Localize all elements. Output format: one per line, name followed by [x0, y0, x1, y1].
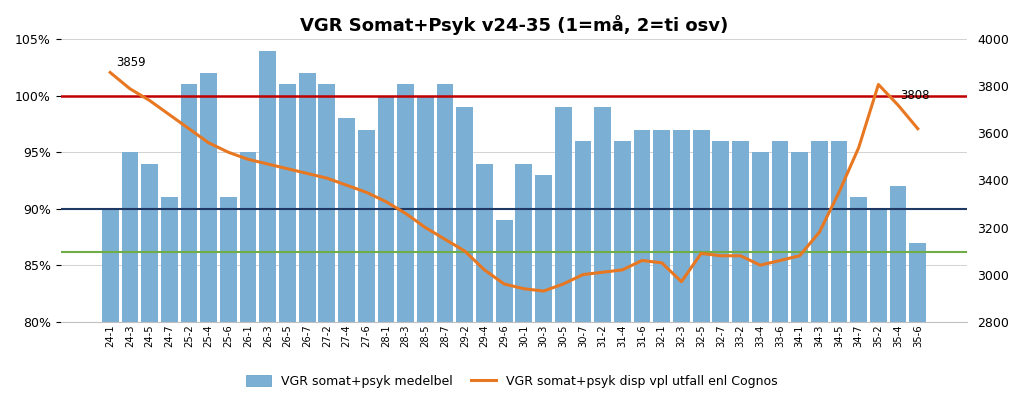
Bar: [457, 107, 473, 398]
VGR somat+psyk disp vpl utfall enl Cognos: [853, 145, 865, 150]
Bar: [318, 84, 335, 398]
Text: 3808: 3808: [900, 89, 930, 101]
VGR somat+psyk disp vpl utfall enl Cognos: [774, 258, 786, 263]
VGR somat+psyk disp vpl utfall enl Cognos: [478, 267, 490, 272]
Bar: [101, 209, 119, 398]
VGR somat+psyk disp vpl utfall enl Cognos: [734, 254, 746, 258]
VGR somat+psyk disp vpl utfall enl Cognos: [360, 190, 373, 195]
Bar: [496, 220, 513, 398]
VGR somat+psyk disp vpl utfall enl Cognos: [301, 171, 313, 176]
VGR somat+psyk disp vpl utfall enl Cognos: [242, 157, 254, 162]
Bar: [280, 84, 296, 398]
Bar: [161, 197, 177, 398]
Bar: [180, 84, 198, 398]
Bar: [909, 243, 926, 398]
VGR somat+psyk disp vpl utfall enl Cognos: [163, 112, 175, 117]
VGR somat+psyk disp vpl utfall enl Cognos: [911, 126, 924, 131]
VGR somat+psyk disp vpl utfall enl Cognos: [715, 254, 727, 258]
Bar: [220, 197, 237, 398]
Bar: [614, 141, 631, 398]
Bar: [555, 107, 571, 398]
Bar: [358, 130, 375, 398]
VGR somat+psyk disp vpl utfall enl Cognos: [282, 166, 294, 171]
VGR somat+psyk disp vpl utfall enl Cognos: [340, 183, 352, 187]
VGR somat+psyk disp vpl utfall enl Cognos: [675, 279, 687, 284]
Text: 3859: 3859: [116, 56, 145, 69]
Bar: [673, 130, 690, 398]
VGR somat+psyk disp vpl utfall enl Cognos: [597, 270, 609, 275]
VGR somat+psyk disp vpl utfall enl Cognos: [183, 126, 196, 131]
VGR somat+psyk disp vpl utfall enl Cognos: [518, 286, 530, 291]
Bar: [436, 84, 454, 398]
Bar: [634, 130, 650, 398]
Bar: [811, 141, 827, 398]
VGR somat+psyk disp vpl utfall enl Cognos: [794, 254, 806, 258]
Bar: [693, 130, 710, 398]
Bar: [417, 96, 434, 398]
Bar: [574, 141, 591, 398]
Legend: VGR somat+psyk medelbel, VGR somat+psyk disp vpl utfall enl Cognos: VGR somat+psyk medelbel, VGR somat+psyk …: [243, 371, 781, 392]
VGR somat+psyk disp vpl utfall enl Cognos: [636, 258, 648, 263]
Bar: [830, 141, 848, 398]
Bar: [732, 141, 749, 398]
Bar: [890, 186, 906, 398]
Bar: [476, 164, 493, 398]
VGR somat+psyk disp vpl utfall enl Cognos: [143, 98, 156, 103]
VGR somat+psyk disp vpl utfall enl Cognos: [124, 86, 136, 91]
Bar: [536, 175, 552, 398]
Bar: [850, 197, 867, 398]
Bar: [771, 141, 788, 398]
Bar: [338, 118, 355, 398]
Bar: [870, 209, 887, 398]
Bar: [397, 84, 414, 398]
Bar: [240, 152, 256, 398]
VGR somat+psyk disp vpl utfall enl Cognos: [380, 199, 392, 204]
VGR somat+psyk disp vpl utfall enl Cognos: [261, 162, 273, 166]
VGR somat+psyk disp vpl utfall enl Cognos: [104, 70, 117, 75]
VGR somat+psyk disp vpl utfall enl Cognos: [813, 230, 825, 235]
Bar: [122, 152, 138, 398]
VGR somat+psyk disp vpl utfall enl Cognos: [754, 263, 766, 267]
VGR somat+psyk disp vpl utfall enl Cognos: [577, 272, 589, 277]
VGR somat+psyk disp vpl utfall enl Cognos: [833, 190, 845, 195]
Bar: [141, 164, 158, 398]
Bar: [752, 152, 769, 398]
VGR somat+psyk disp vpl utfall enl Cognos: [419, 225, 431, 230]
Bar: [259, 51, 276, 398]
VGR somat+psyk disp vpl utfall enl Cognos: [538, 289, 550, 293]
VGR somat+psyk disp vpl utfall enl Cognos: [439, 237, 452, 242]
VGR somat+psyk disp vpl utfall enl Cognos: [557, 282, 569, 287]
VGR somat+psyk disp vpl utfall enl Cognos: [616, 267, 629, 272]
VGR somat+psyk disp vpl utfall enl Cognos: [498, 282, 510, 287]
Bar: [299, 73, 315, 398]
VGR somat+psyk disp vpl utfall enl Cognos: [695, 251, 708, 256]
Bar: [792, 152, 808, 398]
Bar: [594, 107, 611, 398]
Bar: [713, 141, 729, 398]
VGR somat+psyk disp vpl utfall enl Cognos: [203, 140, 215, 145]
VGR somat+psyk disp vpl utfall enl Cognos: [892, 103, 904, 107]
VGR somat+psyk disp vpl utfall enl Cognos: [655, 260, 668, 265]
Title: VGR Somat+Psyk v24-35 (1=må, 2=ti osv): VGR Somat+Psyk v24-35 (1=må, 2=ti osv): [300, 15, 728, 35]
VGR somat+psyk disp vpl utfall enl Cognos: [872, 82, 885, 87]
VGR somat+psyk disp vpl utfall enl Cognos: [399, 211, 412, 216]
Bar: [378, 96, 394, 398]
VGR somat+psyk disp vpl utfall enl Cognos: [459, 249, 471, 254]
Bar: [653, 130, 670, 398]
Bar: [515, 164, 532, 398]
VGR somat+psyk disp vpl utfall enl Cognos: [321, 176, 333, 181]
VGR somat+psyk disp vpl utfall enl Cognos: [222, 150, 234, 155]
Bar: [201, 73, 217, 398]
Line: VGR somat+psyk disp vpl utfall enl Cognos: VGR somat+psyk disp vpl utfall enl Cogno…: [111, 72, 918, 291]
